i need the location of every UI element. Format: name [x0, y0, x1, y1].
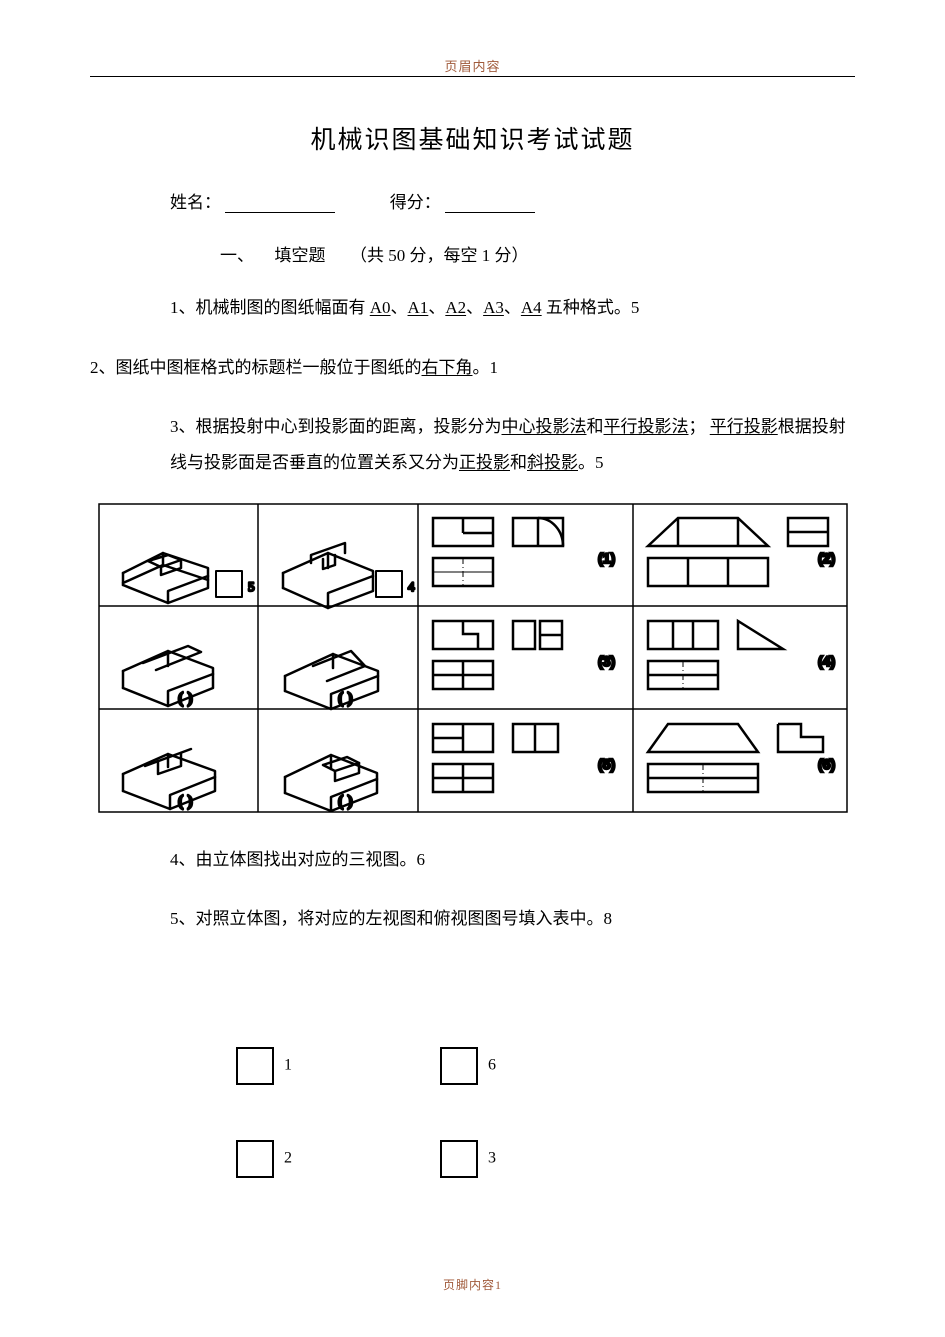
iso-label-5: ( ): [338, 793, 353, 810]
question-5: 5、对照立体图，将对应的左视图和俯视图图号填入表中。8: [90, 901, 855, 937]
iso-label-4: ( ): [178, 793, 193, 810]
q1-prefix: 1、机械制图的图纸幅面有: [170, 298, 370, 317]
header-label: 页眉内容: [444, 56, 500, 75]
q3-blank-4: 斜投影: [527, 453, 578, 472]
answer-box[interactable]: [236, 1047, 274, 1085]
score-blank[interactable]: [445, 195, 535, 213]
q1-blank-2: A2: [445, 298, 466, 317]
q3-line2-blank: 平行投影: [710, 417, 778, 436]
footer-label: 页脚内容1: [443, 1276, 502, 1293]
section-1-head: 一、 填空题 （共 50 分，每空 1 分）: [90, 241, 855, 266]
question-2: 2、图纸中图框格式的标题栏一般位于图纸的右下角。1: [90, 350, 855, 386]
view-label-2: (2): [818, 550, 835, 566]
q3-blank-1: 中心投影法: [502, 417, 587, 436]
q2-blank: 右下角: [422, 358, 473, 377]
footer-page: 1: [495, 1278, 502, 1292]
score-label: 得分：: [390, 193, 441, 212]
answer-num: 1: [284, 1057, 292, 1074]
answer-num: 2: [284, 1150, 292, 1167]
q1-sep-0: 、: [391, 298, 408, 317]
section-num: 一、: [220, 246, 254, 265]
answer-row-2: 2 3: [90, 1140, 855, 1178]
answer-box[interactable]: [440, 1047, 478, 1085]
header-rule: [90, 76, 855, 77]
question-3: 3、根据投射中心到投影面的距离，投影分为中心投影法和平行投影法； 平行投影根据投…: [90, 409, 855, 480]
page-title: 机械识图基础知识考试试题: [90, 120, 855, 156]
iso-label-2: ( ): [178, 690, 193, 707]
section-title: 填空题: [275, 246, 326, 265]
iso-label-3: ( ): [338, 690, 353, 707]
footer-text: 页脚内容: [443, 1278, 495, 1292]
q1-sep-3: 、: [504, 298, 521, 317]
view-label-1: (1): [598, 550, 615, 566]
answer-num: 6: [488, 1057, 496, 1074]
answer-row-1: 1 6: [90, 1047, 855, 1085]
q1-suffix: 五种格式。5: [542, 298, 640, 317]
question-4: 4、由立体图找出对应的三视图。6: [90, 842, 855, 878]
q3-mid1: 和: [587, 417, 604, 436]
diagram-grid: 5 4: [98, 503, 848, 818]
section-paren: （共 50 分，每空 1 分）: [350, 246, 529, 265]
q1-sep-1: 、: [428, 298, 445, 317]
view-label-3: (3): [598, 653, 615, 669]
view-label-4: (4): [818, 653, 835, 669]
page-root: 页眉内容 机械识图基础知识考试试题 姓名： 得分： 一、 填空题 （共 50 分…: [0, 0, 945, 1337]
q3-blank-2: 平行投影法: [604, 417, 689, 436]
q2-suffix: 。1: [473, 358, 499, 377]
name-label: 姓名：: [170, 193, 221, 212]
q3-blank-3: 正投影: [459, 453, 510, 472]
name-blank[interactable]: [225, 195, 335, 213]
q1-sep-2: 、: [466, 298, 483, 317]
q1-blank-0: A0: [370, 298, 391, 317]
view-label-5: (5): [598, 756, 615, 772]
question-1: 1、机械制图的图纸幅面有 A0、A1、A2、A3、A4 五种格式。5: [90, 290, 855, 326]
q1-blank-3: A3: [483, 298, 504, 317]
q3-suffix: 。5: [578, 453, 604, 472]
iso-label-1: 4: [408, 579, 415, 594]
q2-prefix: 2、图纸中图框格式的标题栏一般位于图纸的: [90, 358, 422, 377]
diagram-svg: 5 4: [98, 503, 848, 813]
answer-box[interactable]: [236, 1140, 274, 1178]
answer-num: 3: [488, 1150, 496, 1167]
q3-prefix: 3、根据投射中心到投影面的距离，投影分为: [170, 417, 502, 436]
view-label-6: (6): [818, 756, 835, 772]
q1-blank-1: A1: [408, 298, 429, 317]
answer-box[interactable]: [440, 1140, 478, 1178]
q3-mid3: 和: [510, 453, 527, 472]
q3-mid2: ；: [689, 417, 706, 436]
q1-blank-4: A4: [521, 298, 542, 317]
name-score-row: 姓名： 得分：: [90, 188, 855, 213]
iso-label-0: 5: [248, 579, 255, 594]
